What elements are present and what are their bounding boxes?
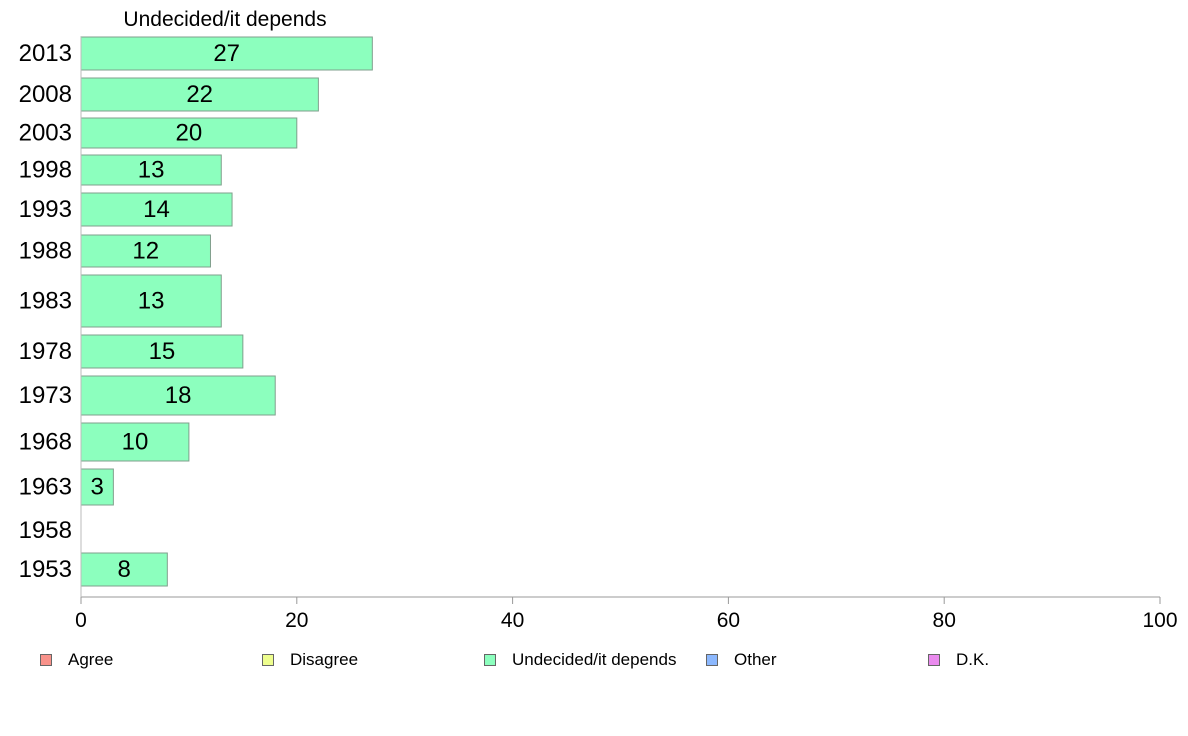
legend-item: Disagree xyxy=(262,650,358,670)
y-tick-label: 1978 xyxy=(19,338,72,365)
x-tick-label: 0 xyxy=(75,609,87,632)
legend-swatch xyxy=(40,654,52,666)
y-tick-label: 1993 xyxy=(19,196,72,223)
x-tick-label: 80 xyxy=(933,609,956,632)
bar xyxy=(80,192,233,227)
legend-item: Agree xyxy=(40,650,113,670)
x-tick-label: 100 xyxy=(1142,609,1177,632)
bar-value-label: 12 xyxy=(132,238,159,265)
y-tick-label: 1953 xyxy=(19,556,72,583)
legend-item: D.K. xyxy=(928,650,989,670)
y-tick-label: 1968 xyxy=(19,429,72,456)
y-tick-label: 1973 xyxy=(19,382,72,409)
bar-value-label: 3 xyxy=(91,474,104,501)
bar-value-label: 10 xyxy=(122,429,149,456)
y-tick-label: 2003 xyxy=(19,120,72,147)
y-tick-label: 1983 xyxy=(19,288,72,315)
y-axis-labels: 2013 2008 2003 1998 1993 1988 1983 1978 1973 1968… xyxy=(19,40,72,583)
legend-item: Other xyxy=(706,650,777,670)
x-axis: 0 20 40 60 80 100 xyxy=(75,37,1178,632)
bar xyxy=(80,36,373,71)
bar xyxy=(80,468,114,506)
chart-title: Undecided/it depends xyxy=(123,8,326,31)
bar-value-label: 13 xyxy=(138,288,165,315)
legend-label: D.K. xyxy=(956,650,990,669)
bar-value-label: 8 xyxy=(117,556,130,583)
y-tick-label: 2008 xyxy=(19,81,72,108)
bar-value-label: 15 xyxy=(149,338,176,365)
bar-value-label: 22 xyxy=(186,81,213,108)
bar-value-label: 18 xyxy=(165,382,192,409)
y-tick-label: 1988 xyxy=(19,238,72,265)
y-tick-label: 1963 xyxy=(19,474,72,501)
legend-label: Undecided/it depends xyxy=(512,650,677,669)
bar xyxy=(80,552,168,587)
legend-label: Agree xyxy=(68,650,114,669)
bar xyxy=(80,77,319,112)
bar xyxy=(80,154,222,186)
bar-value-label: 20 xyxy=(176,120,203,147)
legend-swatch xyxy=(706,654,718,666)
x-tick-label: 20 xyxy=(285,609,308,632)
legend-label: Other xyxy=(734,650,777,669)
bar-value-label: 14 xyxy=(143,196,170,223)
x-tick-label: 60 xyxy=(717,609,740,632)
legend-swatch xyxy=(484,654,496,666)
legend: Agree Disagree Undecided/it depends Other D.… xyxy=(0,650,1188,674)
y-tick-label: 1998 xyxy=(19,157,72,184)
x-tick-label: 40 xyxy=(501,609,524,632)
y-tick-label: 1958 xyxy=(19,517,72,544)
bar-value-label: 13 xyxy=(138,157,165,184)
legend-item: Undecided/it depends xyxy=(484,650,676,670)
bar xyxy=(80,117,298,149)
bar-value-label: 27 xyxy=(213,40,240,67)
bar xyxy=(80,422,190,462)
bar xyxy=(80,274,222,328)
legend-swatch xyxy=(262,654,274,666)
legend-swatch xyxy=(928,654,940,666)
legend-label: Disagree xyxy=(290,650,359,669)
y-tick-label: 2013 xyxy=(19,40,72,67)
